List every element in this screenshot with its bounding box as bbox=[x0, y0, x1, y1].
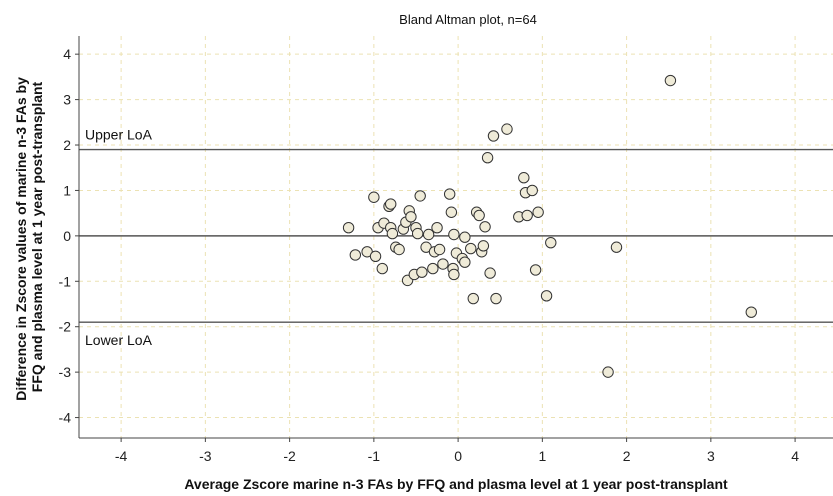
x-tick-label: 0 bbox=[454, 448, 462, 464]
data-point bbox=[459, 231, 471, 243]
data-point bbox=[459, 256, 471, 268]
data-point bbox=[477, 240, 490, 252]
y-tick-label: -4 bbox=[59, 410, 72, 426]
y-tick-label: 3 bbox=[63, 92, 71, 108]
x-tick-label: -1 bbox=[368, 448, 381, 464]
data-point bbox=[529, 264, 542, 276]
data-point bbox=[433, 243, 446, 256]
data-point bbox=[342, 221, 355, 234]
data-point bbox=[376, 262, 388, 275]
data-point bbox=[490, 292, 502, 305]
y-axis-title-line-2: FFQ and plasma level at 1 year post-tran… bbox=[29, 81, 45, 392]
data-point bbox=[484, 267, 496, 279]
data-point bbox=[414, 190, 426, 202]
data-point bbox=[465, 242, 477, 255]
data-point bbox=[479, 221, 491, 233]
data-point bbox=[385, 198, 397, 210]
data-point bbox=[445, 206, 458, 218]
y-tick-label: -3 bbox=[59, 364, 72, 380]
data-point bbox=[416, 266, 428, 278]
y-axis-title-line-1: Difference in Zscore values of marine n-… bbox=[13, 77, 29, 401]
y-tick-label: -2 bbox=[59, 319, 72, 335]
y-tick-label: 2 bbox=[63, 137, 71, 153]
data-point bbox=[368, 191, 380, 203]
y-tick-label: 0 bbox=[63, 228, 71, 244]
data-point bbox=[411, 227, 424, 240]
x-tick-label: -4 bbox=[115, 448, 128, 464]
x-tick-label: 3 bbox=[707, 448, 715, 464]
data-point bbox=[422, 228, 435, 241]
x-tick-label: 4 bbox=[791, 448, 799, 464]
y-tick-label: 4 bbox=[63, 46, 71, 62]
data-point bbox=[473, 209, 485, 222]
reference-label-upper-loa: Upper LoA bbox=[85, 127, 153, 143]
x-axis-title: Average Zscore marine n-3 FAs by FFQ and… bbox=[184, 476, 728, 492]
data-point bbox=[386, 227, 399, 240]
x-tick-label: 1 bbox=[538, 448, 546, 464]
data-point bbox=[526, 184, 538, 197]
chart-title: Bland Altman plot, n=64 bbox=[399, 12, 537, 27]
x-tick-label: -3 bbox=[199, 448, 212, 464]
data-point bbox=[545, 236, 557, 249]
y-tick-label: 1 bbox=[63, 182, 71, 198]
data-point bbox=[393, 243, 405, 256]
data-point bbox=[610, 241, 623, 253]
data-point bbox=[405, 211, 417, 223]
x-tick-label: -2 bbox=[283, 448, 296, 464]
data-points bbox=[342, 74, 757, 378]
x-tick-label: 2 bbox=[623, 448, 631, 464]
data-point bbox=[521, 209, 533, 222]
data-point bbox=[501, 123, 513, 135]
y-axis-title: Difference in Zscore values of marine n-… bbox=[13, 73, 45, 401]
data-point bbox=[518, 172, 530, 184]
reference-lines: Upper LoA Lower LoA bbox=[79, 127, 833, 348]
data-point bbox=[664, 74, 677, 87]
y-tick-label: -1 bbox=[59, 273, 72, 289]
data-point bbox=[448, 268, 460, 281]
reference-label-lower-loa: Lower LoA bbox=[85, 332, 153, 348]
data-point bbox=[443, 188, 456, 200]
data-point bbox=[487, 130, 500, 142]
tick-labels: -4 -3 -2 -1 0 1 2 3 4 -4 -3 -2 -1 0 1 2 3 4 bbox=[59, 46, 800, 464]
data-point bbox=[349, 249, 362, 261]
data-point bbox=[745, 306, 757, 318]
data-point bbox=[448, 228, 460, 241]
axes bbox=[78, 36, 833, 439]
data-point bbox=[602, 366, 614, 378]
data-point bbox=[467, 292, 479, 305]
data-point bbox=[540, 290, 553, 302]
data-point bbox=[437, 258, 449, 270]
data-point bbox=[431, 221, 443, 234]
data-point bbox=[532, 206, 544, 218]
data-point bbox=[481, 152, 494, 164]
data-point bbox=[369, 250, 382, 263]
data-point bbox=[427, 262, 439, 275]
grid-lines bbox=[79, 36, 833, 438]
